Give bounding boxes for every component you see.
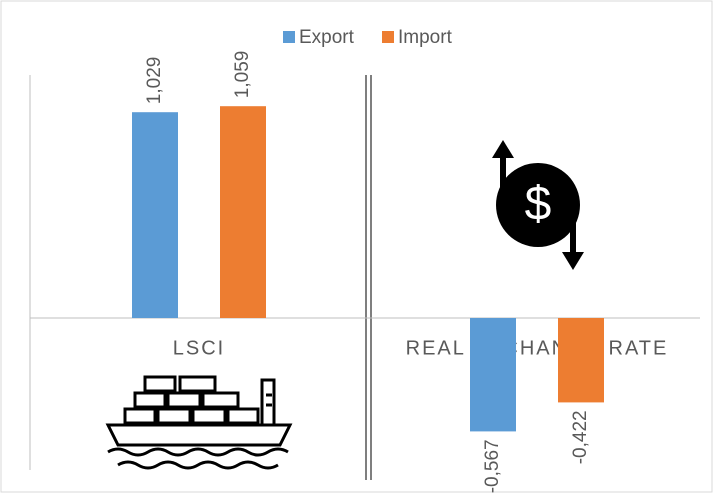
dollar-sign: $: [525, 178, 552, 231]
bar: [470, 318, 516, 432]
category-label: LSCI: [173, 337, 225, 359]
value-label: 1,059: [232, 51, 253, 99]
bar: [132, 112, 178, 318]
legend-label: Export: [299, 27, 355, 48]
legend-label: Import: [398, 27, 453, 48]
bar: [220, 106, 266, 318]
category-label: REAL EXCHANGE RATE: [406, 337, 669, 359]
legend-swatch: [382, 31, 394, 43]
legend-swatch: [283, 31, 295, 43]
value-label: 1,029: [144, 57, 165, 105]
bar: [558, 318, 604, 403]
value-label: -0,422: [570, 410, 591, 464]
currency-icon: $: [492, 140, 584, 270]
value-label: -0,567: [482, 439, 503, 493]
ship-icon: [105, 375, 293, 470]
